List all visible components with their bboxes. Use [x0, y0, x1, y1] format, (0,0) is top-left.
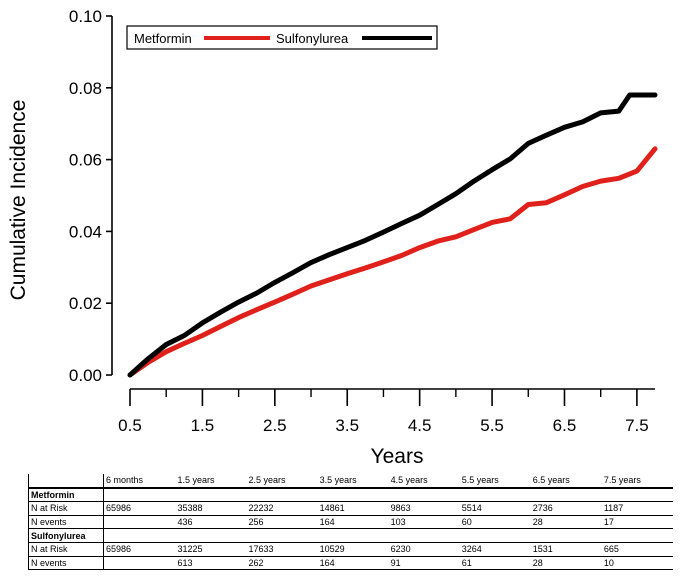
table-cell: 613: [175, 556, 247, 571]
series-line-sulfonylurea: [127, 92, 658, 378]
y-tick-label: 0.10: [69, 7, 102, 26]
table-cell: 103: [388, 515, 460, 530]
x-tick-label: 6.5: [553, 416, 577, 435]
table-cell: 164: [317, 515, 389, 530]
group-name-sulfonylurea: Sulfonylurea: [28, 528, 104, 543]
table-cell: 6230: [388, 542, 460, 557]
table-cell: 3264: [459, 542, 531, 557]
y-tick-label: 0.06: [69, 151, 102, 170]
row-label: N at Risk: [28, 501, 104, 516]
table-cell: [103, 556, 176, 571]
table-cell: 164: [317, 556, 389, 571]
y-tick-label: 0.00: [69, 366, 102, 385]
x-tick-label: 0.5: [118, 416, 142, 435]
table-cell: 9863: [388, 501, 460, 516]
x-tick-label: 3.5: [335, 416, 359, 435]
table-cell: 61: [459, 556, 531, 571]
legend-label-sulfonylurea: Sulfonylurea: [276, 31, 349, 46]
y-tick-label: 0.02: [69, 294, 102, 313]
table-cell: 22232: [246, 501, 318, 516]
table-cell: 17: [601, 515, 673, 530]
risk-table: 6 months 1.5 years 2.5 years 3.5 years 4…: [28, 474, 673, 575]
table-cell: 10: [601, 556, 673, 571]
y-tick-label: 0.08: [69, 79, 102, 98]
table-cell: 65986: [103, 501, 176, 516]
table-cell: 28: [530, 515, 602, 530]
cumulative-incidence-chart: 0.00 0.02 0.04 0.06 0.08 0.10 0.5 1.5 2.5 3.5 4.5 5…: [7, 7, 658, 468]
y-tick-label: 0.04: [69, 222, 102, 241]
x-axis-label: Years: [371, 445, 424, 468]
table-cell: 436: [175, 515, 247, 530]
table-cell: 65986: [103, 542, 176, 557]
table-cell: 31225: [175, 542, 247, 557]
table-cell: [103, 515, 176, 530]
risk-table-group-row: Metformin: [28, 487, 673, 503]
row-label: N events: [28, 556, 104, 571]
table-row: N at Risk 65986 35388 22232 14861 9863 5…: [28, 501, 673, 516]
table-row: N events 436 256 164 103 60 28 17: [28, 515, 673, 530]
risk-table-col-header: 7.5 years: [601, 474, 673, 489]
table-row: N events 613 262 164 91 61 28 10: [28, 556, 673, 571]
risk-table-col-header: 6.5 years: [530, 474, 602, 489]
risk-table-col-header: 5.5 years: [459, 474, 531, 489]
legend-box: [126, 25, 438, 50]
series-line-metformin: [127, 146, 658, 378]
table-cell: 5514: [459, 501, 531, 516]
risk-table-col-header: 3.5 years: [317, 474, 389, 489]
table-cell: 256: [246, 515, 318, 530]
x-tick-label: 2.5: [263, 416, 287, 435]
risk-table-col-header: 2.5 years: [246, 474, 318, 489]
risk-table-col-header: 4.5 years: [388, 474, 460, 489]
group-name-metformin: Metformin: [28, 487, 104, 503]
table-cell: 28: [530, 556, 602, 571]
row-label: N events: [28, 515, 104, 530]
table-cell: 262: [246, 556, 318, 571]
x-tick-label: 7.5: [625, 416, 649, 435]
y-axis-label: Cumulative Incidence: [7, 100, 30, 301]
risk-table-group-row: Sulfonylurea: [28, 528, 673, 543]
risk-table-corner: [28, 474, 104, 489]
table-cell: 14861: [317, 501, 389, 516]
x-tick-label: 5.5: [480, 416, 504, 435]
table-cell: 35388: [175, 501, 247, 516]
table-cell: 665: [601, 542, 673, 557]
risk-table-col-header: 1.5 years: [175, 474, 247, 489]
table-cell: 17633: [246, 542, 318, 557]
row-label: N at Risk: [28, 542, 104, 557]
table-cell: 2736: [530, 501, 602, 516]
x-tick-label: 1.5: [191, 416, 215, 435]
table-row: N at Risk 65986 31225 17633 10529 6230 3…: [28, 542, 673, 557]
risk-table-col-header: 6 months: [103, 474, 176, 489]
x-tick-label: 4.5: [408, 416, 432, 435]
table-cell: 1531: [530, 542, 602, 557]
table-cell: 91: [388, 556, 460, 571]
table-cell: 60: [459, 515, 531, 530]
legend-label-metformin: Metformin: [134, 31, 192, 46]
table-cell: 10529: [317, 542, 389, 557]
table-cell: 1187: [601, 501, 673, 516]
